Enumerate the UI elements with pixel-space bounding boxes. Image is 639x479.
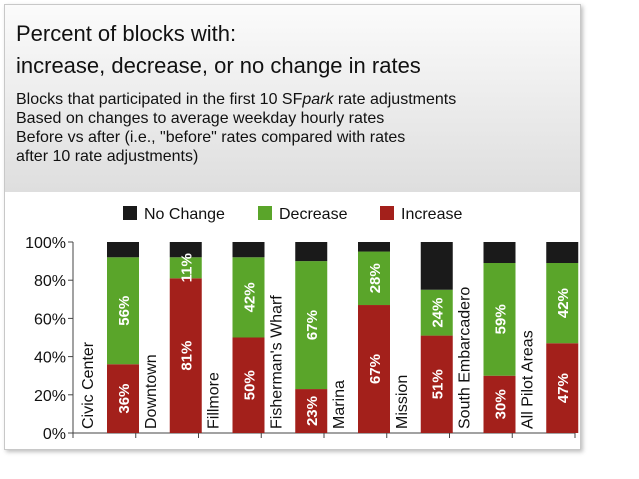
stacked-bar-chart: 0% 20% 40% 60% 80% 100% Civic Center 36% 56% Down…: [25, 206, 579, 443]
bar-increase: [546, 343, 579, 433]
bar-no-change: [169, 242, 202, 258]
data-label-increase: 47%: [555, 373, 572, 403]
bar-no-change: [107, 242, 139, 258]
y-tick-label: 60%: [34, 311, 66, 328]
chart-title-line-1: Percent of blocks with:: [16, 21, 237, 46]
bar-decrease: [295, 261, 328, 390]
data-label-increase: 51%: [430, 369, 447, 399]
bar-no-change: [232, 242, 265, 258]
chart-header: Percent of blocks with: increase, decrea…: [5, 5, 580, 192]
data-label-decrease: 67%: [304, 310, 321, 340]
category-label: Fillmore: [206, 372, 223, 429]
data-label-decrease: 28%: [367, 263, 384, 293]
data-label-increase: 36%: [116, 384, 133, 414]
chart-card: Percent of blocks with: increase, decrea…: [4, 4, 581, 450]
bar-increase: [232, 337, 265, 433]
bar-decrease: [358, 251, 390, 306]
bar-no-change: [358, 242, 390, 252]
data-label-decrease: 56%: [116, 296, 133, 326]
bar-no-change: [546, 242, 579, 264]
bar-decrease: [483, 263, 516, 376]
legend-label: Increase: [401, 206, 462, 223]
bar-decrease: [546, 263, 579, 344]
y-tick-label: 40%: [34, 350, 66, 367]
bar-increase: [483, 375, 516, 433]
y-tick-label: 0%: [43, 426, 66, 443]
legend-swatch: [258, 206, 272, 220]
data-label-increase: 81%: [179, 341, 196, 371]
bar-increase: [420, 335, 453, 433]
data-label-decrease: 42%: [242, 282, 259, 312]
bar-increase: [107, 364, 139, 433]
bar-decrease: [107, 257, 139, 365]
legend-swatch: [123, 206, 137, 220]
subtitle-line-1-suffix: rate adjustments: [333, 91, 457, 108]
category-label: All Pilot Areas: [519, 330, 536, 429]
bar-no-change: [420, 242, 453, 290]
data-label-decrease: 42%: [555, 288, 572, 318]
bar-decrease: [232, 257, 265, 338]
bar-increase: [169, 278, 202, 433]
subtitle-line-1-italic: park: [302, 91, 334, 108]
subtitle-line-4: after 10 rate adjustments): [16, 148, 199, 165]
data-label-decrease: 11%: [179, 253, 196, 282]
data-label-increase: 30%: [493, 389, 510, 419]
bar-no-change: [483, 242, 516, 264]
bar-no-change: [295, 242, 328, 262]
y-tick-label: 100%: [25, 235, 66, 252]
subtitle-line-3: Before vs after (i.e., "before" rates co…: [16, 129, 406, 146]
bar-decrease: [169, 257, 202, 279]
legend-label: Decrease: [279, 206, 348, 223]
legend-label: No Change: [144, 206, 225, 223]
category-label: Mission: [394, 375, 411, 429]
subtitle-line-2: Based on changes to average weekday hour…: [16, 110, 385, 127]
bar-decrease: [420, 289, 453, 336]
category-label: Civic Center: [80, 341, 97, 429]
bar-increase: [295, 389, 328, 433]
data-label-increase: 67%: [367, 354, 384, 384]
y-tick-label: 80%: [34, 273, 66, 290]
subtitle-line-1: Blocks that participated in the first 10…: [16, 91, 456, 109]
category-label: Marina: [331, 380, 348, 429]
data-label-increase: 23%: [304, 396, 321, 426]
chart-title-line-2: increase, decrease, or no change in rate…: [16, 53, 421, 78]
data-label-decrease: 24%: [430, 298, 447, 328]
y-tick-label: 20%: [34, 388, 66, 405]
bar-increase: [358, 305, 390, 433]
category-label: South Embarcadero: [457, 287, 474, 429]
category-label: Fisherman's Wharf: [268, 295, 285, 429]
legend-swatch: [380, 206, 394, 220]
data-label-decrease: 59%: [493, 304, 510, 334]
subtitle-line-1-prefix: Blocks that participated in the first 10…: [16, 91, 303, 108]
category-label: Downtown: [143, 354, 160, 429]
data-label-increase: 50%: [242, 370, 259, 400]
